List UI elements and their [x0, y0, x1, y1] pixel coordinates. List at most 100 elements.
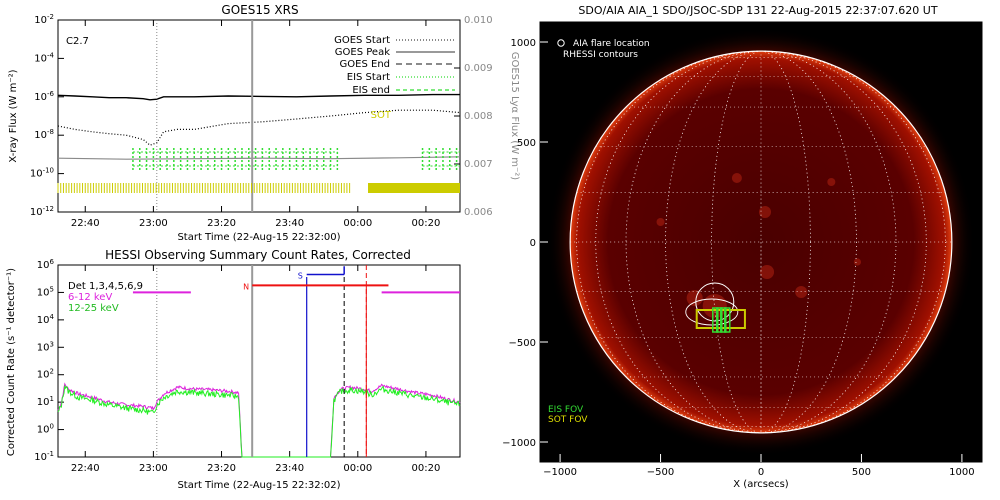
hessi-ytick-label: 106 [37, 258, 55, 271]
aia-xtick-label: 500 [852, 467, 871, 478]
hessi-panel: HESSI Observing Summary Count Rates, Cor… [6, 248, 461, 491]
aia-active-region [827, 177, 836, 187]
aia-xlabel: X (arcsecs) [733, 479, 789, 490]
hessi-series-12-25 [57, 384, 461, 458]
goes-ytick-label: 10-10 [30, 167, 54, 180]
goes-xtick-label: 00:00 [343, 218, 372, 229]
aia-ytick-label: 0 [530, 238, 536, 249]
aia-ytick-label: 1000 [511, 38, 536, 49]
hessi-legend-det: Det 1,3,4,5,6,9 [68, 281, 143, 292]
aia-xtick-label: 0 [758, 467, 764, 478]
goes-legend-label: EIS end [352, 85, 390, 96]
goes-title: GOES15 XRS [221, 3, 298, 17]
aia-eis-fov [720, 307, 727, 333]
goes-series-line [57, 109, 461, 146]
aia-active-region [758, 205, 772, 219]
hessi-ytick-label: 103 [37, 340, 54, 353]
aia-eis-fov [712, 307, 719, 333]
hessi-n-label: N [243, 282, 249, 291]
goes-xtick-label: 00:20 [412, 218, 441, 229]
hessi-plot-frame [57, 264, 461, 458]
aia-active-region [656, 217, 665, 227]
goes-ytick-label: 10-8 [34, 128, 54, 141]
hessi-ytick-label: 100 [37, 423, 54, 436]
goes-legend-label: GOES Start [334, 35, 390, 46]
goes-y2tick-label: 0.007 [464, 159, 493, 170]
hessi-ytick-label: 105 [37, 285, 54, 298]
sot-block [368, 183, 460, 193]
aia-limb [569, 50, 953, 434]
aia-active-region [731, 172, 742, 184]
goes-y2-ticks: 0.010 0.009 0.008 0.007 0.006 [454, 15, 493, 218]
hessi-y-ticks: 106 105 104 103 102 101 100 10-1 [34, 258, 64, 463]
goes-panel: GOES15 XRS 10-2 10-4 10-6 10-8 10-10 10-12 0.… [8, 3, 520, 243]
aia-eis-fov [724, 307, 731, 333]
goes-ytick-label: 10-4 [34, 51, 54, 64]
hessi-xtick-label: 23:20 [207, 463, 236, 474]
aia-active-region [702, 293, 727, 319]
hessi-legend-low: 6-12 keV [68, 292, 112, 303]
aia-title: SDO/AIA AIA_1 SDO/JSOC-SDP 131 22-Aug-20… [578, 4, 937, 17]
hessi-xtick-label: 00:00 [343, 463, 372, 474]
goes-xtick-label: 23:00 [139, 218, 168, 229]
goes-y2tick-label: 0.006 [464, 207, 493, 218]
aia-xtick-label: −1000 [543, 467, 577, 478]
goes-ytick-label: 10-12 [30, 205, 54, 218]
hessi-xtick-label: 23:40 [275, 463, 304, 474]
goes-xtick-label: 22:40 [71, 218, 100, 229]
goes-xtick-label: 23:40 [275, 218, 304, 229]
aia-panel: SDO/AIA AIA_1 SDO/JSOC-SDP 131 22-Aug-20… [502, 4, 983, 490]
hessi-x-ticks: 22:40 23:00 23:20 23:40 00:00 00:20 [71, 265, 441, 474]
goes-ytick-label: 10-2 [34, 13, 54, 26]
hessi-xtick-label: 23:00 [139, 463, 168, 474]
hessi-title: HESSI Observing Summary Count Rates, Cor… [105, 248, 411, 262]
aia-image [547, 28, 975, 456]
goes-x-ticks: 22:40 23:00 23:20 23:40 00:00 00:20 [71, 20, 441, 229]
aia-ticks: −1000 −500 0 500 1000 1000 500 0 −500 −1000 [502, 38, 974, 478]
aia-eis-fov [716, 307, 723, 333]
aia-active-region [795, 285, 808, 299]
hessi-ytick-label: 10-1 [34, 450, 54, 463]
goes-legend-label: GOES Peak [335, 47, 390, 58]
goes-y2tick-label: 0.010 [464, 15, 493, 26]
hessi-xtick-label: 22:40 [71, 463, 100, 474]
aia-ytick-label: 500 [517, 138, 536, 149]
goes-ytick-label: 10-6 [34, 90, 54, 103]
hessi-xtick-label: 00:20 [412, 463, 441, 474]
goes-series-line [57, 156, 461, 160]
aia-legend-line1: AIA flare location [573, 39, 650, 49]
hessi-ylabel: Corrected Count Rate (s⁻¹ detector⁻¹) [6, 268, 17, 456]
hessi-ytick-label: 104 [37, 313, 55, 326]
aia-grid-longitude [576, 50, 946, 434]
goes-series [57, 20, 461, 212]
aia-active-region [686, 289, 703, 307]
hessi-series-6-12 [57, 382, 461, 458]
aia-active-region [853, 258, 862, 266]
aia-xtick-label: 1000 [949, 467, 974, 478]
hessi-series: NS [57, 265, 461, 458]
aia-ytick-label: −1000 [502, 438, 536, 449]
aia-active-region [759, 264, 775, 280]
goes-legend-label: SOT [371, 110, 392, 121]
aia-fov-sot-label: SOT FOV [548, 415, 588, 425]
goes-xtick-label: 23:20 [207, 218, 236, 229]
goes-legend-label: EIS Start [347, 72, 390, 83]
aia-rhessi-contour [685, 298, 739, 326]
hessi-legend-mid: 12-25 keV [68, 303, 119, 314]
goes-y2tick-label: 0.009 [464, 63, 493, 74]
goes-y-ticks: 10-2 10-4 10-6 10-8 10-10 10-12 [30, 13, 64, 218]
aia-legend-circle-icon [557, 39, 565, 47]
aia-xtick-label: −500 [647, 467, 674, 478]
goes-ylabel-right: GOES15 Lyα Flux (W m⁻²) [509, 52, 520, 180]
hessi-ytick-label: 102 [37, 368, 54, 381]
goes-y2tick-label: 0.008 [464, 111, 493, 122]
hessi-ytick-label: 101 [37, 395, 54, 408]
aia-grid-longitude [665, 50, 857, 434]
goes-ylabel-left: X-ray Flux (W m⁻²) [8, 69, 19, 162]
aia-fov-eis-label: EIS FOV [548, 405, 584, 415]
hessi-s-label: S [298, 272, 303, 281]
goes-xlabel: Start Time (22-Aug-15 22:32:00) [177, 232, 340, 243]
